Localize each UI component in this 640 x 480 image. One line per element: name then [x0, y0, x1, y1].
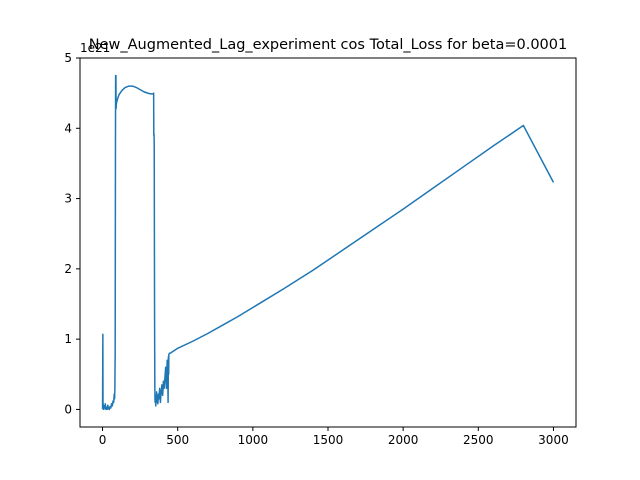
y-tick-label: 5	[64, 51, 72, 65]
x-tick-label: 500	[166, 433, 189, 447]
x-axis: 0 500 1000 1500 2000 2500 3000	[99, 427, 569, 447]
x-tick-label: 1500	[313, 433, 344, 447]
y-tick-label: 1	[64, 332, 72, 346]
y-tick-label: 3	[64, 192, 72, 206]
y-tick-label: 4	[64, 121, 72, 135]
series-line-0	[101, 74, 555, 411]
plot-area	[101, 74, 555, 411]
x-tick-label: 3000	[538, 433, 569, 447]
x-tick-label: 2000	[388, 433, 419, 447]
y-tick-label: 0	[64, 402, 72, 416]
y-axis-offset-label: 1e21	[80, 41, 110, 55]
x-tick-label: 1000	[238, 433, 269, 447]
y-tick-label: 2	[64, 262, 72, 276]
x-tick-label: 0	[99, 433, 107, 447]
x-tick-label: 2500	[463, 433, 494, 447]
chart-title: New_Augmented_Lag_experiment cos Total_L…	[89, 37, 567, 53]
y-axis: 0 1 2 3 4 5	[64, 51, 80, 416]
